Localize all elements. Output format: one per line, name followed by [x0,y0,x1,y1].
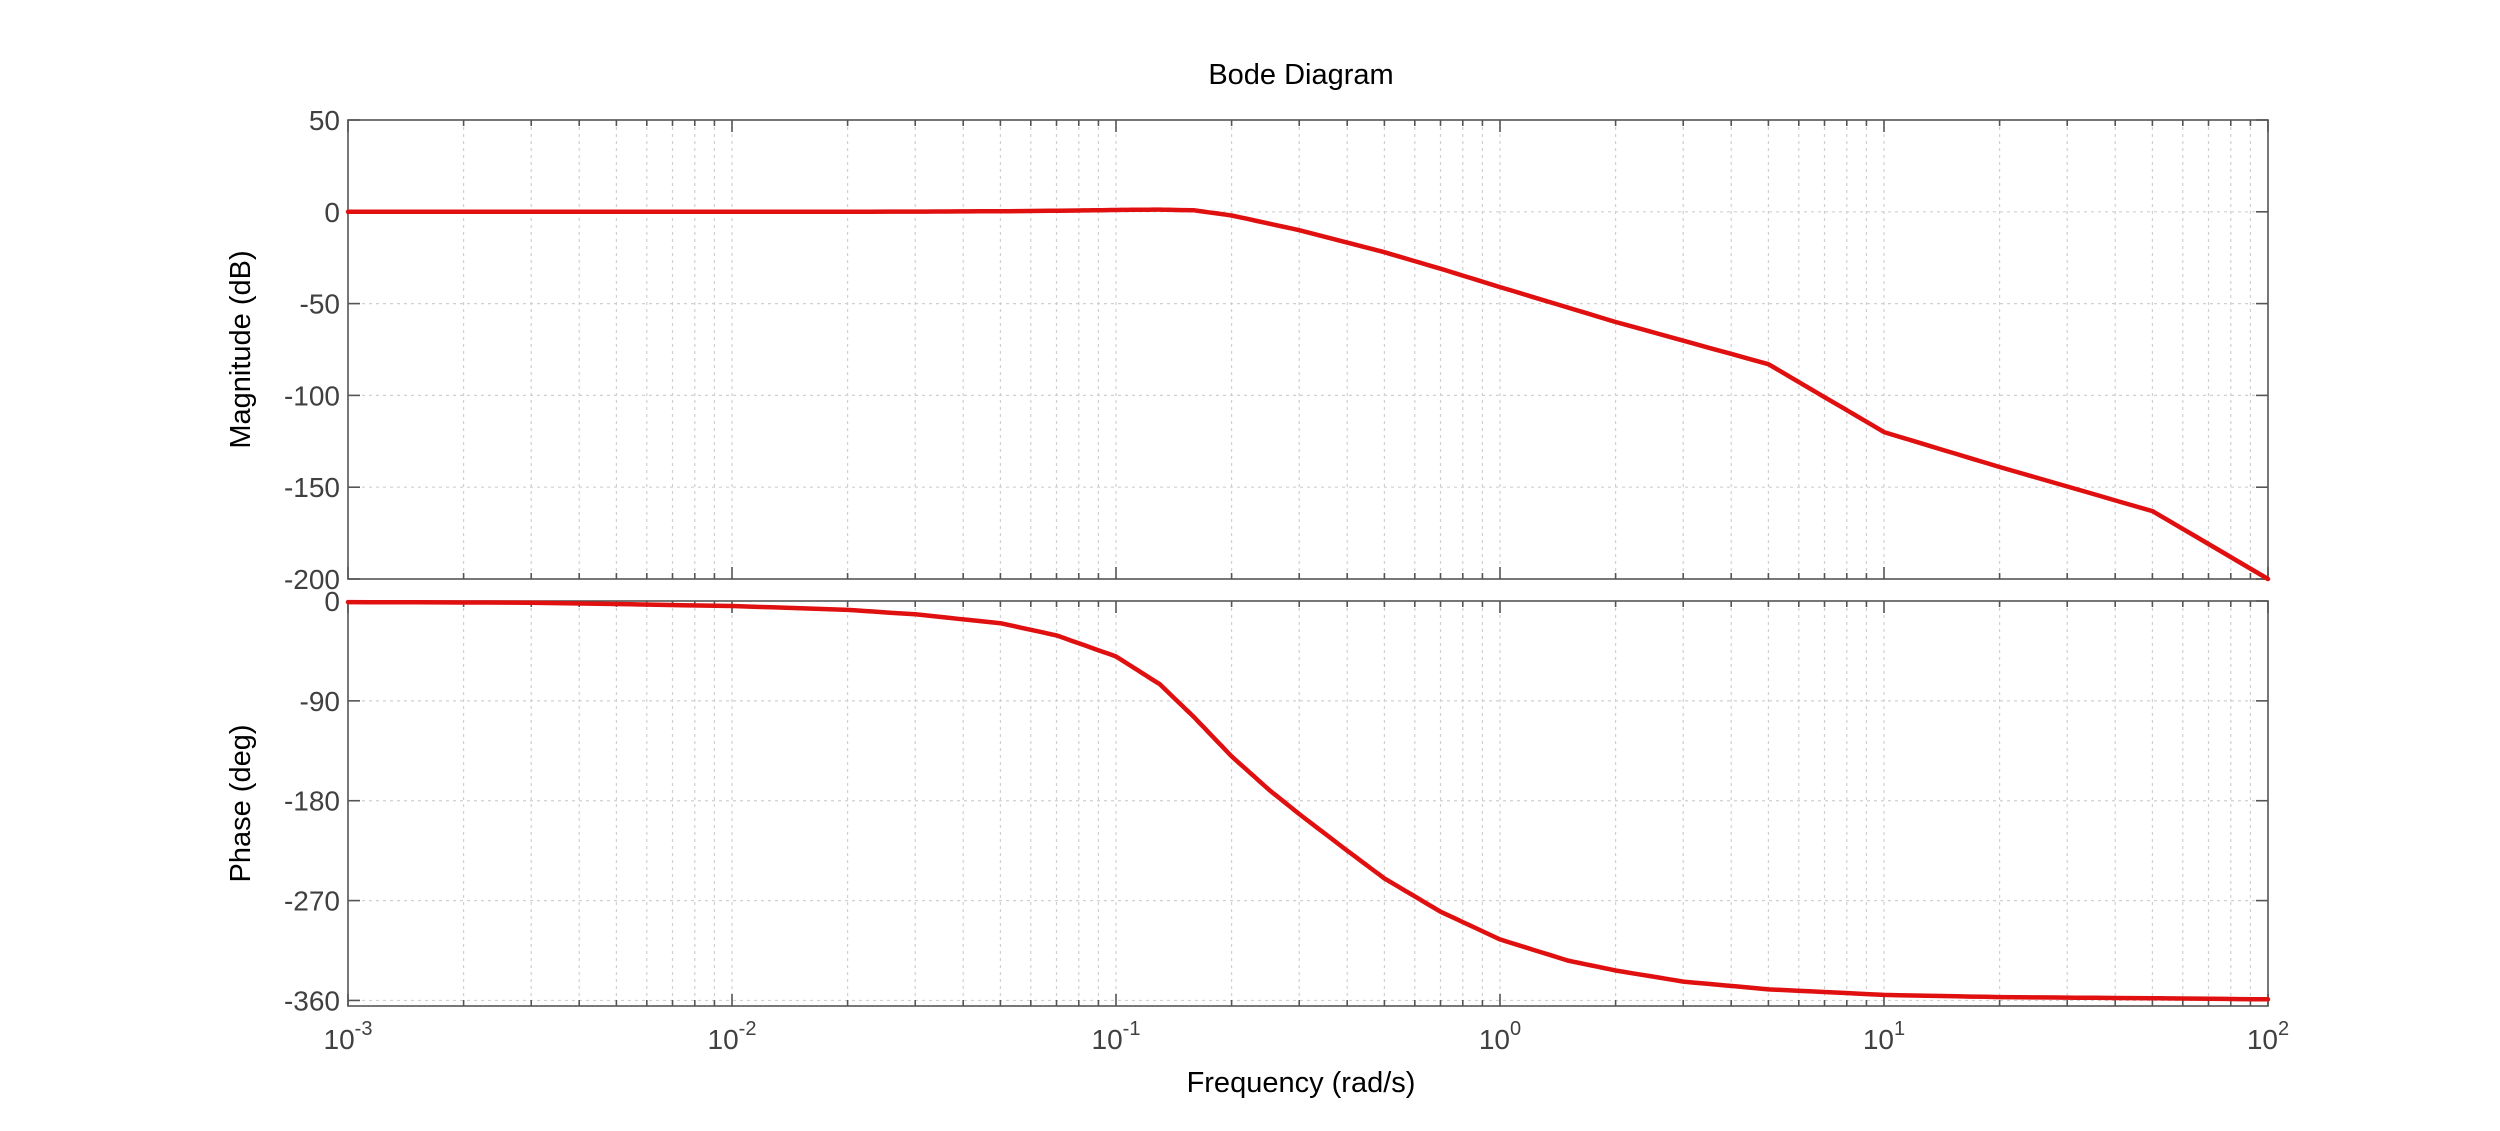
y-tick-label: -50 [300,289,340,320]
y-tick-label: -90 [300,686,340,717]
y-tick-label: 0 [324,586,340,617]
y-tick-label: -180 [284,786,340,817]
phase-plot: 0 -90 -180 -270 -360 Phase (deg) [225,586,2271,1016]
x-tick-label: 102 [2247,1018,2289,1055]
chart-title: Bode Diagram [1208,59,1393,91]
magnitude-curve [345,207,2271,582]
x-axis-label: Frequency (rad/s) [1187,1067,1416,1099]
y-tick-label: -270 [284,886,340,917]
x-tick-label: 10-1 [1092,1018,1141,1055]
phase-curve [345,599,2271,1002]
phase-y-axis-label: Phase (deg) [225,725,257,883]
y-tick-label: -200 [284,564,340,595]
y-tick-label: -360 [284,985,340,1016]
x-tick-label: 100 [1479,1018,1521,1055]
y-tick-label: 0 [324,197,340,228]
magnitude-plot: 50 0 -50 -100 -150 -200 Magnitude (dB) [225,105,2271,595]
plot-frame [347,119,2269,580]
x-tick-label: 101 [1863,1018,1905,1055]
x-tick-label: 10-2 [708,1018,757,1055]
y-tick-label: -150 [284,472,340,503]
plot-frame [347,600,2269,1007]
y-tick-label: 50 [309,105,340,136]
magnitude-y-axis-label: Magnitude (dB) [225,250,257,448]
x-tick-label: 10-3 [324,1018,373,1055]
frequency-axis: 10-3 10-2 10-1 100 101 102 [324,1018,2290,1055]
y-tick-label: -100 [284,380,340,411]
